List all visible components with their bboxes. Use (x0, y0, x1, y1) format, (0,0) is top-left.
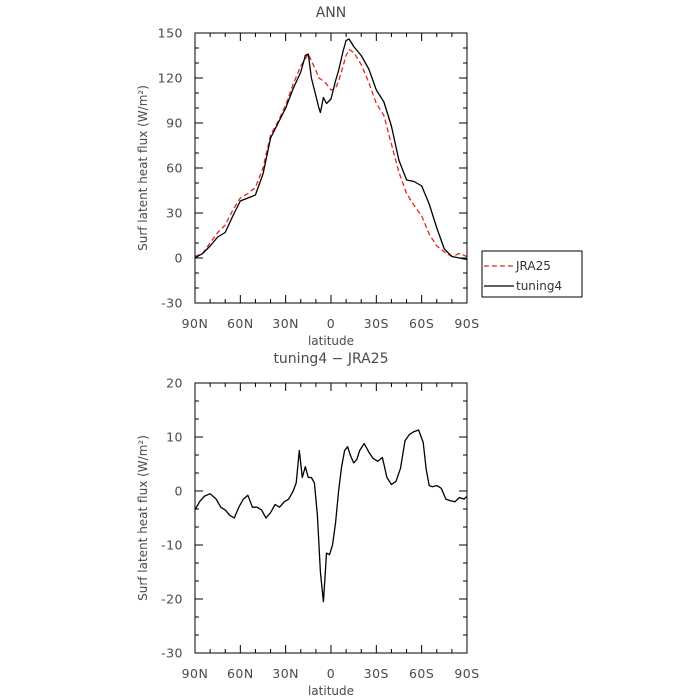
top-panel: ANN latitude Surf latent heat flux (W/m²… (136, 5, 479, 348)
top-series-line-tuning4 (194, 38, 468, 261)
top-y-tick-label: 90 (166, 116, 183, 131)
top-x-tick-label: 60S (409, 316, 434, 331)
top-y-tick-label: 0 (175, 251, 183, 266)
top-y-axis-label: Surf latent heat flux (W/m²) (136, 85, 150, 251)
bottom-y-tick-label: 0 (175, 484, 183, 499)
bottom-y-tick-label: 20 (166, 376, 183, 391)
bottom-y-tick-label: -20 (161, 592, 183, 607)
top-plot-frame (194, 32, 468, 304)
bottom-y-tick-label: 10 (166, 430, 183, 445)
bottom-x-tick-label: 0 (327, 666, 335, 681)
top-x-tick-label: 90S (454, 316, 479, 331)
bottom-y-axis-label: Surf latent heat flux (W/m²) (136, 435, 150, 601)
top-series-line-jra25 (194, 48, 468, 258)
bottom-x-tick-label: 90N (182, 666, 209, 681)
bottom-x-tick-label: 90S (454, 666, 479, 681)
top-x-tick-label: 0 (327, 316, 335, 331)
bottom-y-tick-label: -10 (161, 538, 183, 553)
top-y-tick-label: 120 (158, 71, 183, 86)
top-x-axis-label: latitude (308, 334, 354, 348)
bottom-x-tick-label: 60N (227, 666, 254, 681)
top-y-tick-label: 60 (166, 161, 183, 176)
bottom-plot-frame (194, 382, 468, 654)
top-x-tick-label: 90N (182, 316, 209, 331)
bottom-x-tick-label: 30S (364, 666, 389, 681)
bottom-panel: tuning4 − JRA25 latitude Surf latent hea… (136, 351, 479, 698)
bottom-x-tick-label: 30N (272, 666, 299, 681)
bottom-x-tick-label: 60S (409, 666, 434, 681)
top-y-tick-label: 150 (158, 26, 183, 41)
legend-label-jra25: JRA25 (515, 259, 551, 273)
legend-box (481, 250, 583, 298)
top-x-tick-label: 30N (272, 316, 299, 331)
bottom-series-line-difference (194, 429, 468, 603)
bottom-chart-title: tuning4 − JRA25 (273, 351, 388, 367)
legend-label-tuning4: tuning4 (516, 279, 562, 293)
bottom-y-tick-label: -30 (161, 646, 183, 661)
legend: JRA25 tuning4 (481, 250, 583, 298)
bottom-x-axis-label: latitude (308, 684, 354, 698)
top-x-tick-label: 60N (227, 316, 254, 331)
top-y-tick-label: -30 (161, 296, 183, 311)
top-chart-title: ANN (316, 5, 347, 21)
top-y-tick-label: 30 (166, 206, 183, 221)
top-x-tick-label: 30S (364, 316, 389, 331)
